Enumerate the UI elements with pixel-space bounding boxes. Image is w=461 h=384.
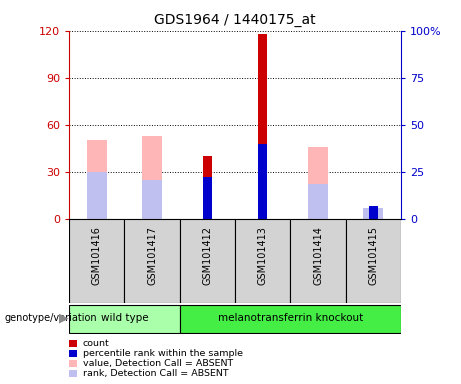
Bar: [142, 136, 162, 219]
Text: GSM101417: GSM101417: [147, 226, 157, 285]
Text: percentile rank within the sample: percentile rank within the sample: [83, 349, 243, 358]
Bar: [203, 177, 212, 219]
Bar: [369, 211, 378, 219]
Bar: [258, 144, 267, 219]
Text: genotype/variation: genotype/variation: [5, 313, 97, 323]
Text: GSM101416: GSM101416: [92, 226, 102, 285]
Bar: [203, 156, 212, 219]
Bar: [290, 219, 346, 303]
Text: GSM101415: GSM101415: [368, 226, 378, 285]
Bar: [258, 34, 267, 219]
Text: ▶: ▶: [59, 311, 68, 324]
Bar: [142, 180, 162, 219]
Bar: [363, 208, 384, 219]
Bar: [69, 219, 124, 303]
Title: GDS1964 / 1440175_at: GDS1964 / 1440175_at: [154, 13, 316, 27]
Bar: [124, 219, 180, 303]
Text: wild type: wild type: [100, 313, 148, 323]
Text: melanotransferrin knockout: melanotransferrin knockout: [218, 313, 363, 323]
Bar: [308, 147, 328, 219]
Bar: [369, 206, 378, 219]
Bar: [180, 219, 235, 303]
Text: count: count: [83, 339, 110, 348]
Bar: [235, 219, 290, 303]
Text: GSM101413: GSM101413: [258, 226, 268, 285]
Bar: [87, 141, 107, 219]
Bar: [180, 305, 401, 333]
Bar: [308, 184, 328, 219]
Bar: [346, 219, 401, 303]
Text: value, Detection Call = ABSENT: value, Detection Call = ABSENT: [83, 359, 233, 368]
Bar: [87, 172, 107, 219]
Text: rank, Detection Call = ABSENT: rank, Detection Call = ABSENT: [83, 369, 229, 378]
Text: GSM101414: GSM101414: [313, 226, 323, 285]
Text: GSM101412: GSM101412: [202, 226, 213, 285]
Bar: [69, 305, 180, 333]
